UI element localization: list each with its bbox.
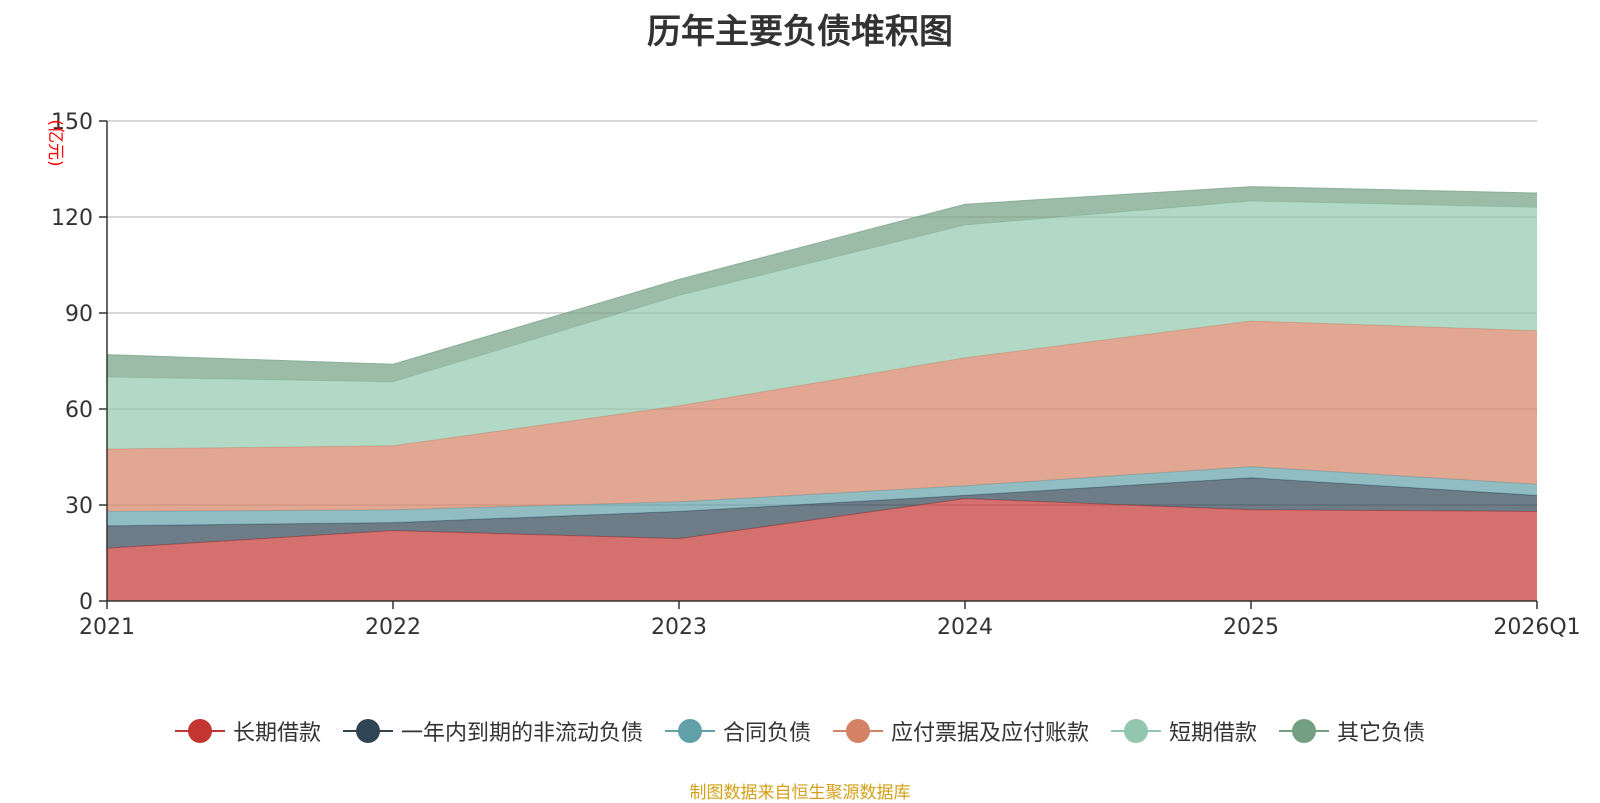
area-series-4	[107, 201, 1537, 449]
legend-label: 应付票据及应付账款	[891, 721, 1090, 746]
x-tick-label: 2024	[937, 615, 993, 640]
x-tick-label: 2022	[365, 615, 421, 640]
y-tick-label: 90	[65, 302, 93, 327]
y-tick-label: 30	[65, 494, 93, 519]
legend-marker-icon	[174, 719, 225, 743]
legend-marker-icon	[1111, 719, 1162, 743]
legend: 长期借款 一年内到期的非流动负债 合同负债 应付票据及应付账款 短期借款 其它负债	[0, 715, 1600, 747]
legend-item-series-1[interactable]: 一年内到期的非流动负债	[342, 715, 643, 747]
y-tick-label: 150	[51, 110, 93, 135]
area-series-5	[107, 186, 1537, 382]
legend-marker-icon	[833, 719, 883, 743]
legend-label: 一年内到期的非流动负债	[400, 721, 643, 746]
source-note: 制图数据来自恒生聚源数据库	[689, 783, 911, 803]
x-tick-label: 2026Q1	[1493, 615, 1580, 640]
legend-label: 合同负债	[722, 721, 811, 746]
legend-item-series-2[interactable]: 合同负债	[664, 715, 811, 747]
legend-label: 其它负债	[1337, 721, 1426, 746]
legend-marker-icon	[664, 719, 715, 743]
area-series-1	[107, 477, 1537, 549]
y-tick-label: 120	[51, 206, 93, 231]
legend-item-series-3[interactable]: 应付票据及应付账款	[833, 715, 1089, 747]
axes: 0 30 60 90 120 150 2021 2022 2023 2024 2025 2026Q1	[51, 110, 1581, 640]
area-series-0	[107, 498, 1537, 601]
legend-marker-icon	[1279, 719, 1330, 743]
legend-item-series-5[interactable]: 其它负债	[1279, 715, 1425, 747]
x-tick-label: 2023	[651, 615, 707, 640]
legend-item-series-0[interactable]: 长期借款	[174, 715, 321, 747]
y-tick-label: 0	[79, 590, 93, 615]
y-tick-label: 60	[65, 398, 93, 423]
area-edge-series-4	[106, 200, 1538, 383]
legend-marker-icon	[342, 719, 393, 743]
x-tick-label: 2025	[1223, 615, 1279, 640]
legend-label: 短期借款	[1169, 721, 1258, 746]
stacked-areas	[106, 186, 1538, 601]
area-series-2	[107, 466, 1537, 526]
legend-label: 长期借款	[232, 721, 321, 746]
y-axis-unit-label: (亿元)	[45, 119, 65, 166]
area-series-3	[107, 321, 1537, 512]
x-tick-label: 2021	[79, 615, 135, 640]
legend-item-series-4[interactable]: 短期借款	[1111, 715, 1257, 747]
area-edge-series-5	[106, 186, 1538, 365]
chart-title: 历年主要负债堆积图	[647, 12, 953, 52]
